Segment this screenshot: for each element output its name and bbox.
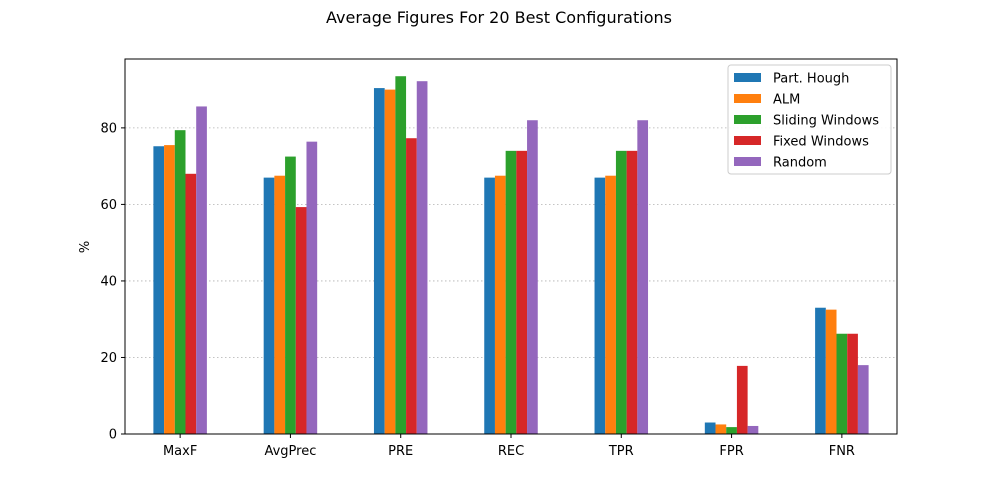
legend-label: Part. Hough <box>773 72 849 87</box>
legend-label: Fixed Windows <box>773 135 869 150</box>
bar-sliding-windows-fpr <box>726 427 737 434</box>
y-tick-label: 80 <box>100 121 117 136</box>
bar-alm-tpr <box>605 175 616 435</box>
y-axis-label: % <box>78 241 93 253</box>
bar-random-fnr <box>857 365 869 434</box>
legend-swatch <box>734 136 761 145</box>
x-tick-label: AvgPrec <box>264 444 316 459</box>
bar-sliding-windows-tpr <box>615 150 627 434</box>
legend-box <box>727 64 892 175</box>
axis-layer: 0 20 40 60 80 MaxF AvgPrec PRE REC TPR FPR FNR <box>100 121 855 459</box>
bar-alm-fpr <box>715 424 727 434</box>
bar-fixed-windows-fnr <box>847 333 858 434</box>
bar-alm-avgprec <box>274 175 286 435</box>
legend-swatch <box>734 73 761 82</box>
bar-fixed-windows-rec <box>516 150 528 434</box>
bar-part-hough-pre <box>373 88 385 434</box>
x-tick-label: MaxF <box>163 444 197 459</box>
x-tick-label: TPR <box>608 444 634 459</box>
y-tick-label: 0 <box>109 428 117 443</box>
legend: Part. Hough ALM Sliding Windows Fixed Windo… <box>727 64 892 175</box>
bar-part-hough-fpr <box>704 422 716 434</box>
bar-fixed-windows-maxf <box>185 173 197 435</box>
bar-sliding-windows-avgprec <box>285 156 296 434</box>
bar-alm-maxf <box>164 145 175 435</box>
x-tick-label: FPR <box>719 444 743 459</box>
bar-part-hough-maxf <box>153 146 165 434</box>
y-tick-label: 40 <box>100 274 117 289</box>
bar-sliding-windows-maxf <box>174 130 186 434</box>
legend-swatch <box>734 157 761 166</box>
bar-part-hough-tpr <box>594 177 606 435</box>
bar-fixed-windows-avgprec <box>295 207 307 434</box>
bar-fixed-windows-pre <box>406 138 417 435</box>
bar-fixed-windows-tpr <box>626 150 638 434</box>
x-tick-label: PRE <box>388 444 413 459</box>
bar-random-rec <box>527 120 538 434</box>
bar-sliding-windows-fnr <box>836 333 848 434</box>
y-tick-label: 20 <box>100 351 117 366</box>
legend-swatch <box>734 115 761 124</box>
bar-sliding-windows-pre <box>395 76 407 434</box>
grid-layer <box>125 127 897 358</box>
bar-random-tpr <box>637 120 649 434</box>
bar-sliding-windows-rec <box>505 150 517 434</box>
bar-part-hough-rec <box>484 177 495 435</box>
bar-fixed-windows-fpr <box>736 365 748 434</box>
legend-label: ALM <box>773 93 800 108</box>
bar-alm-rec <box>494 175 506 435</box>
bar-random-avgprec <box>306 141 318 434</box>
x-tick-label: FNR <box>829 444 855 459</box>
bar-random-maxf <box>196 106 207 435</box>
legend-label: Random <box>773 156 827 171</box>
legend-swatch <box>734 94 761 103</box>
bar-part-hough-avgprec <box>263 177 275 435</box>
x-tick-label: REC <box>498 444 524 459</box>
legend-label: Sliding Windows <box>773 114 879 129</box>
bar-alm-fnr <box>825 309 837 434</box>
bars-layer <box>153 76 869 435</box>
bar-random-fpr <box>747 425 759 434</box>
bar-random-pre <box>416 81 428 434</box>
bar-alm-pre <box>384 89 396 434</box>
bar-part-hough-fnr <box>815 307 826 434</box>
chart-title: Average Figures For 20 Best Configuratio… <box>326 8 672 27</box>
y-tick-label: 60 <box>100 198 117 213</box>
